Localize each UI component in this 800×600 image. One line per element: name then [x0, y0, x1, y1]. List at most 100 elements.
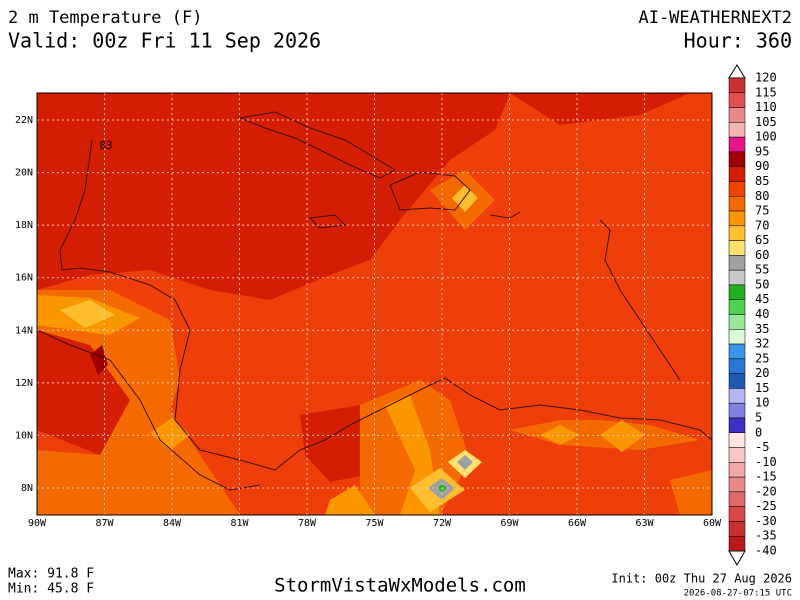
coastline-pacific	[37, 329, 261, 491]
lon-label: 63W	[635, 518, 654, 529]
colorbar-label: 90	[755, 159, 769, 173]
colorbar-label: 105	[755, 115, 777, 129]
colorbar-box	[728, 476, 746, 493]
colorbar-box	[728, 210, 746, 227]
field-cool-spot	[452, 185, 478, 212]
colorbar-label: 0	[755, 425, 762, 439]
field-warm	[37, 93, 510, 300]
colorbar-label: 100	[755, 130, 777, 144]
colorbar-box	[728, 521, 746, 537]
field-cool	[670, 470, 712, 515]
lon-label: 60W	[703, 518, 722, 529]
colorbar-label: 110	[755, 100, 777, 114]
colorbar-label: -40	[755, 544, 777, 558]
colorbar-label: 85	[755, 174, 769, 188]
colorbar-box	[728, 417, 746, 433]
lon-label: 90W	[28, 518, 47, 529]
colorbar-label: 10	[755, 396, 769, 410]
lon-label: 75W	[365, 518, 384, 529]
field-mild	[600, 420, 645, 452]
colorbar-label: 15	[755, 381, 769, 395]
forecast-hour: Hour: 360	[684, 29, 792, 53]
lon-label: 72W	[433, 518, 452, 529]
colorbar-label: 65	[755, 233, 769, 247]
colorbar-box	[728, 535, 746, 552]
field-mild	[325, 485, 375, 515]
min-value: Min: 45.8 F	[8, 582, 94, 597]
field-mild	[540, 425, 580, 445]
lon-label: 81W	[230, 518, 249, 529]
colorbar-label: -20	[755, 484, 777, 498]
valid-time: Valid: 00z Fri 11 Sep 2026	[8, 29, 321, 53]
coastline-mainland	[59, 139, 712, 471]
colorbar-label: 40	[755, 307, 769, 321]
colorbar-box	[728, 343, 746, 360]
max-value: Max: 91.8 F	[8, 567, 94, 582]
colorbar-box	[728, 136, 746, 153]
model-name: AI-WEATHERNEXT2	[638, 8, 792, 28]
site-name: StormVistaWxModels.com	[274, 575, 526, 597]
colorbar-label: 120	[755, 71, 777, 85]
colorbar-box	[728, 255, 746, 271]
colorbar-label: 45	[755, 292, 769, 306]
lon-label: 84W	[163, 518, 182, 529]
coastline-hispaniola	[389, 171, 471, 211]
colorbar-box	[728, 373, 746, 389]
colorbar-label: -35	[755, 529, 777, 543]
lat-label: 20N	[15, 168, 33, 179]
lon-label: 69W	[500, 518, 519, 529]
colorbar-box	[728, 107, 746, 123]
lon-label: 78W	[298, 518, 317, 529]
colorbar-box	[728, 506, 746, 522]
colorbar-label: 25	[755, 351, 769, 365]
init-time: Init: 00z Thu 27 Aug 2026	[611, 572, 792, 586]
colorbar-box	[728, 122, 746, 138]
colorbar-label: 115	[755, 85, 777, 99]
lat-label: 22N	[15, 115, 33, 126]
colorbar-box	[728, 151, 746, 167]
colorbar-box	[728, 462, 746, 478]
colorbar-label: 95	[755, 144, 769, 158]
lat-label: 8N	[21, 483, 33, 494]
field-cool-spot	[60, 300, 115, 328]
colorbar-box	[728, 432, 746, 448]
field-hot-spot	[90, 345, 108, 375]
colorbar-label: 32	[755, 337, 769, 351]
title: 2 m Temperature (F)	[8, 8, 202, 28]
colorbar-box	[728, 329, 746, 345]
colorbar-box	[728, 181, 746, 197]
field-warm	[510, 93, 690, 125]
colorbar-box	[728, 491, 746, 507]
colorbar-box	[728, 269, 746, 286]
lon-label: 66W	[568, 518, 587, 529]
colorbar-box	[728, 447, 746, 463]
colorbar-label: 5	[755, 410, 762, 424]
colorbar-top-arrow	[728, 64, 746, 79]
timestamp: 2026-08-27-07:15 UTC	[684, 589, 792, 599]
colorbar-label: 75	[755, 204, 769, 218]
colorbar-label: 80	[755, 189, 769, 203]
colorbar-box	[728, 314, 746, 330]
colorbar-label: 50	[755, 277, 769, 291]
colorbar-label: 20	[755, 366, 769, 380]
map: 83	[36, 92, 713, 516]
colorbar-label: 35	[755, 322, 769, 336]
colorbar-box	[728, 92, 746, 108]
lat-label: 18N	[15, 220, 33, 231]
field-cold-spot	[457, 455, 473, 470]
colorbar-box	[728, 358, 746, 374]
coastline-jamaica	[308, 214, 347, 229]
colorbar-label: 55	[755, 263, 769, 277]
colorbar-bottom-arrow	[728, 550, 746, 567]
colorbar-box	[728, 77, 746, 94]
colorbar-label: 70	[755, 218, 769, 232]
colorbar-label: -15	[755, 470, 777, 484]
colorbar-label: 60	[755, 248, 769, 262]
colorbar-label: -5	[755, 440, 769, 454]
colorbar-box	[728, 402, 746, 419]
colorbar: 1201151101051009590858075706560555045403…	[728, 64, 777, 567]
colorbar-label: -30	[755, 514, 777, 528]
map-frame	[36, 92, 713, 516]
colorbar-box	[728, 388, 746, 404]
